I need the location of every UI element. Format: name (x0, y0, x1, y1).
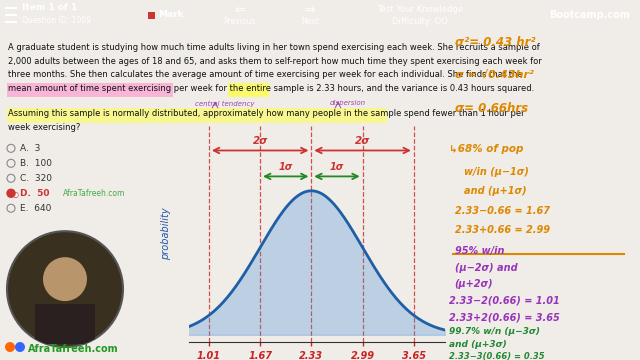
Text: Bootcamp.com: Bootcamp.com (550, 10, 630, 20)
Bar (148, 12, 155, 19)
Text: 2,000 adults between the ages of 18 and 65, and asks them to self-report how muc: 2,000 adults between the ages of 18 and … (8, 57, 541, 66)
Bar (7, 108, 387, 123)
Text: σ= 0.66hrs: σ= 0.66hrs (454, 102, 528, 115)
Circle shape (15, 342, 25, 352)
Text: (μ+2σ): (μ+2σ) (454, 279, 493, 289)
Text: A graduate student is studying how much time adults living in her town spend exe: A graduate student is studying how much … (8, 44, 540, 53)
Text: σ²= 0.43 hr²: σ²= 0.43 hr² (454, 36, 535, 49)
Text: F○: F○ (8, 190, 19, 199)
Text: 2.33+2(0.66) = 3.65: 2.33+2(0.66) = 3.65 (449, 312, 559, 322)
Text: Previous: Previous (224, 17, 256, 26)
Bar (228, 83, 269, 98)
Text: 2.33−3(0.66) = 0.35: 2.33−3(0.66) = 0.35 (449, 352, 545, 360)
Text: 95% w/in: 95% w/in (454, 246, 504, 256)
Text: w/in (μ−1σ): w/in (μ−1σ) (464, 167, 529, 177)
Text: σ = √0.43hr²: σ = √0.43hr² (454, 69, 533, 79)
Text: Question ID: 1009: Question ID: 1009 (22, 16, 91, 25)
Text: E.  640: E. 640 (20, 204, 51, 213)
Text: central tendency: central tendency (195, 100, 255, 107)
Text: Mark: Mark (158, 10, 184, 19)
Text: AfraTafreeh.com: AfraTafreeh.com (28, 344, 118, 354)
Text: AfraTafreeh.com: AfraTafreeh.com (63, 189, 125, 198)
Text: week exercising?: week exercising? (8, 123, 81, 132)
Text: Test Your Knowledge: Test Your Knowledge (377, 5, 463, 14)
Text: and (μ+3σ): and (μ+3σ) (449, 340, 506, 349)
Text: probability: probability (161, 208, 171, 260)
Text: Difficulty: OO: Difficulty: OO (392, 17, 448, 26)
Circle shape (43, 257, 87, 301)
Circle shape (7, 231, 123, 347)
Text: Next: Next (301, 17, 319, 26)
Text: 2σ: 2σ (355, 136, 371, 146)
Text: 1σ: 1σ (278, 162, 293, 172)
Text: D.  50: D. 50 (20, 189, 49, 198)
Text: ⇒: ⇒ (305, 3, 316, 16)
Text: 99.7% w/n (μ−3σ): 99.7% w/n (μ−3σ) (449, 327, 540, 336)
Bar (35, 304, 95, 344)
Text: (μ−2σ) and: (μ−2σ) and (454, 262, 517, 273)
Bar (7, 83, 173, 98)
Text: A.  3: A. 3 (20, 144, 40, 153)
Text: Assuming this sample is normally distributed, approximately how many people in t: Assuming this sample is normally distrib… (8, 109, 525, 118)
Text: 2σ: 2σ (253, 136, 268, 146)
Text: and (μ+1σ): and (μ+1σ) (464, 186, 527, 197)
Text: ⇐: ⇐ (235, 3, 245, 16)
Text: Item 1 of 1: Item 1 of 1 (22, 3, 77, 12)
Text: 2.33+0.66 = 2.99: 2.33+0.66 = 2.99 (454, 225, 550, 234)
Text: 2.33−0.66 = 1.67: 2.33−0.66 = 1.67 (454, 206, 550, 216)
Circle shape (7, 189, 15, 197)
Text: 2.33−2(0.66) = 1.01: 2.33−2(0.66) = 1.01 (449, 296, 559, 306)
Text: B.  100: B. 100 (20, 159, 52, 168)
Text: dispersion: dispersion (330, 100, 366, 107)
Text: ↳68% of pop: ↳68% of pop (449, 144, 523, 153)
Text: C.  320: C. 320 (20, 174, 52, 183)
Circle shape (5, 342, 15, 352)
Text: 1σ: 1σ (330, 162, 344, 172)
Text: mean amount of time spent exercising per week for the entire sample is 2.33 hour: mean amount of time spent exercising per… (8, 84, 534, 93)
Text: three months. She then calculates the average amount of time exercising per week: three months. She then calculates the av… (8, 71, 523, 80)
